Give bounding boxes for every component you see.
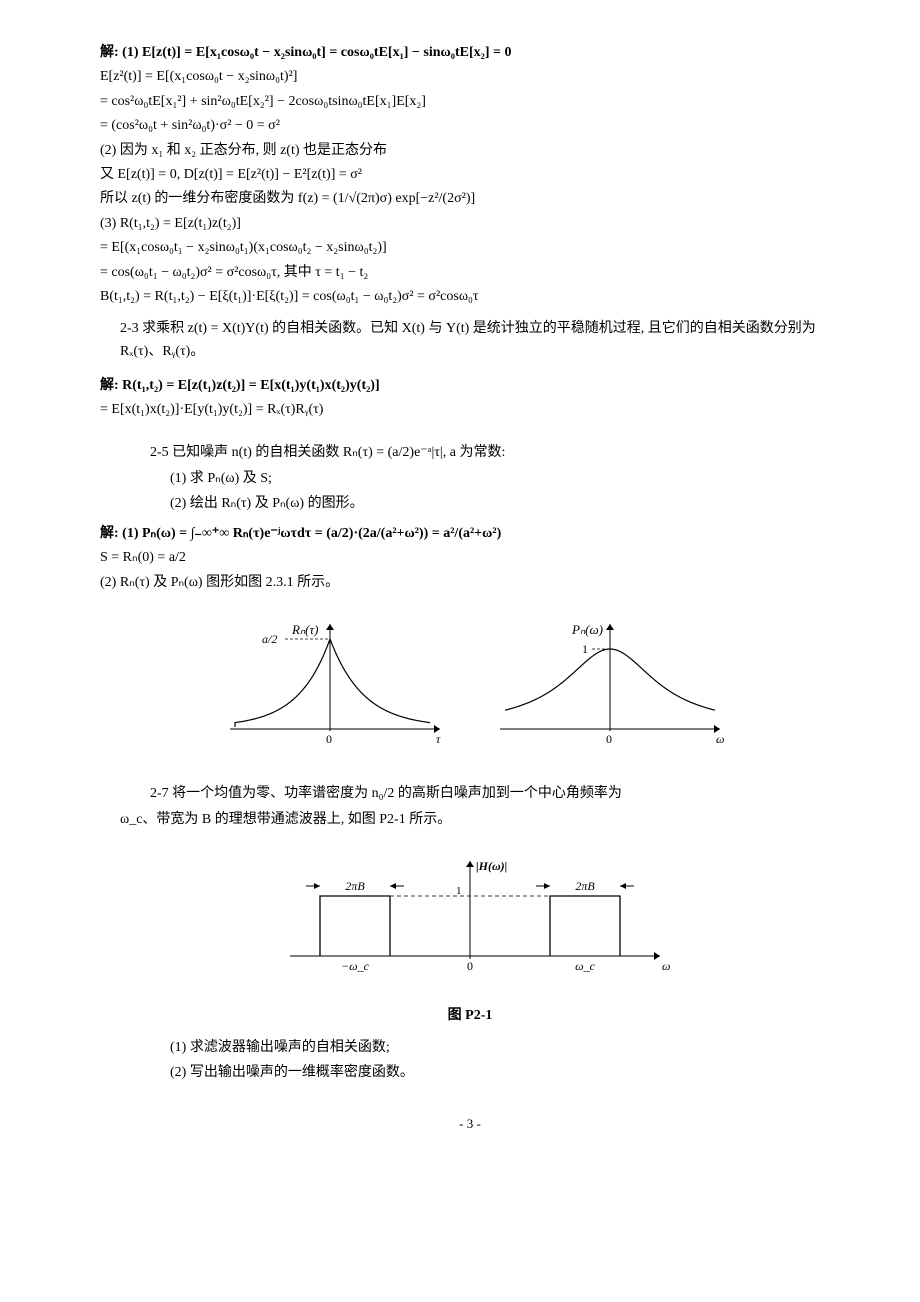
eq-line: S = Rₙ(0) = a/2 [100, 547, 840, 569]
svg-text:1: 1 [582, 642, 588, 656]
svg-text:|H(ω)|: |H(ω)| [476, 859, 507, 873]
eq-line: 所以 z(t) 的一维分布密度函数为 f(z) = (1/√(2π)σ) exp… [100, 188, 840, 210]
svg-text:0: 0 [467, 959, 473, 973]
eq-line: (2) 因为 x₁ 和 x₂ 正态分布, 则 z(t) 也是正态分布 [100, 140, 840, 162]
eq-line: = E[x(t₁)x(t₂)]·E[y(t₁)y(t₂)] = Rₓ(τ)Rᵧ(… [100, 399, 840, 421]
eq-line: B(t₁,t₂) = R(t₁,t₂) − E[ξ(t₁)]·E[ξ(t₂)] … [100, 286, 840, 308]
svg-text:2πB: 2πB [345, 879, 365, 893]
chart-pn-omega: Pₙ(ω) 1 0 ω [490, 614, 730, 772]
svg-text:Rₙ(τ): Rₙ(τ) [291, 622, 318, 637]
eq-line: = cos²ω₀tE[x₁²] + sin²ω₀tE[x₂²] − 2cosω₀… [100, 91, 840, 113]
filter-diagram-svg: 2πB 2πB |H(ω)| 1 −ω_c 0 ω_c ω [260, 846, 680, 986]
question-item: (2) 写出输出噪声的一维概率密度函数。 [170, 1062, 840, 1084]
svg-text:ω_c: ω_c [575, 959, 595, 973]
problem-statement-cont: ω_c、带宽为 B 的理想带通滤波器上, 如图 P2-1 所示。 [120, 809, 840, 831]
problem-2-5: 2-5 已知噪声 n(t) 的自相关函数 Rₙ(τ) = (a/2)e⁻ᵃ|τ|… [100, 442, 840, 594]
chart-rn-tau: Rₙ(τ) a/2 0 τ [210, 614, 450, 772]
eq-line: (2) Rₙ(τ) 及 Pₙ(ω) 图形如图 2.3.1 所示。 [100, 572, 840, 594]
problem-statement: 2-7 将一个均值为零、功率谱密度为 n₀/2 的高斯白噪声加到一个中心角频率为 [150, 783, 840, 805]
question-item: (1) 求 Pₙ(ω) 及 S; [170, 468, 840, 490]
figure-caption: 图 P2-1 [100, 1005, 840, 1027]
problem-statement: 2-5 已知噪声 n(t) 的自相关函数 Rₙ(τ) = (a/2)e⁻ᵃ|τ|… [150, 442, 840, 464]
figure-p2-1: 2πB 2πB |H(ω)| 1 −ω_c 0 ω_c ω [100, 846, 840, 994]
svg-text:1: 1 [456, 885, 462, 897]
svg-text:2πB: 2πB [575, 879, 595, 893]
svg-text:ω: ω [662, 959, 670, 973]
question-item: (1) 求滤波器输出噪声的自相关函数; [170, 1037, 840, 1059]
svg-text:0: 0 [326, 732, 332, 746]
eq-line: = E[(x₁cosω₀t₁ − x₂sinω₀t₁)(x₁cosω₀t₂ − … [100, 237, 840, 259]
eq-line: = cos(ω₀t₁ − ω₀t₂)σ² = σ²cosω₀τ, 其中 τ = … [100, 262, 840, 284]
svg-text:Pₙ(ω): Pₙ(ω) [571, 622, 603, 637]
problem-2-3: 2-3 求乘积 z(t) = X(t)Y(t) 的自相关函数。已知 X(t) 与… [100, 318, 840, 422]
figure-2-3-1: Rₙ(τ) a/2 0 τ Pₙ(ω) 1 0 ω [100, 614, 840, 772]
page-number: - 3 - [100, 1114, 840, 1135]
eq-line: (3) R(t₁,t₂) = E[z(t₁)z(t₂)] [100, 213, 840, 235]
chart-rn-svg: Rₙ(τ) a/2 0 τ [210, 614, 450, 764]
eq-line: 解: (1) E[z(t)] = E[x₁cosω₀t − x₂sinω₀t] … [100, 42, 840, 64]
problem-statement: 2-3 求乘积 z(t) = X(t)Y(t) 的自相关函数。已知 X(t) 与… [120, 318, 840, 363]
svg-text:a/2: a/2 [262, 632, 277, 646]
svg-text:ω: ω [716, 732, 724, 746]
sol-label: 解: (1) Pₙ(ω) = ∫₋∞⁺∞ Rₙ(τ)e⁻ʲωτdτ = (a/2… [100, 526, 501, 541]
problem-2-7: 2-7 将一个均值为零、功率谱密度为 n₀/2 的高斯白噪声加到一个中心角频率为… [100, 783, 840, 832]
sol-label: 解: R(t₁,t₂) = E[z(t₁)z(t₂)] = E[x(t₁)y(t… [100, 378, 380, 393]
svg-text:−ω_c: −ω_c [341, 959, 370, 973]
sol-label: 解: (1) E[z(t)] = E[x₁cosω₀t − x₂sinω₀t] … [100, 45, 511, 60]
eq-line: E[z²(t)] = E[(x₁cosω₀t − x₂sinω₀t)²] [100, 66, 840, 88]
solution-block-1: 解: (1) E[z(t)] = E[x₁cosω₀t − x₂sinω₀t] … [100, 42, 840, 308]
question-item: (2) 绘出 Rₙ(τ) 及 Pₙ(ω) 的图形。 [170, 493, 840, 515]
eq-line: 又 E[z(t)] = 0, D[z(t)] = E[z²(t)] − E²[z… [100, 164, 840, 186]
svg-text:τ: τ [436, 732, 441, 746]
svg-text:0: 0 [606, 732, 612, 746]
eq-line: = (cos²ω₀t + sin²ω₀t)·σ² − 0 = σ² [100, 115, 840, 137]
chart-pn-svg: Pₙ(ω) 1 0 ω [490, 614, 730, 764]
